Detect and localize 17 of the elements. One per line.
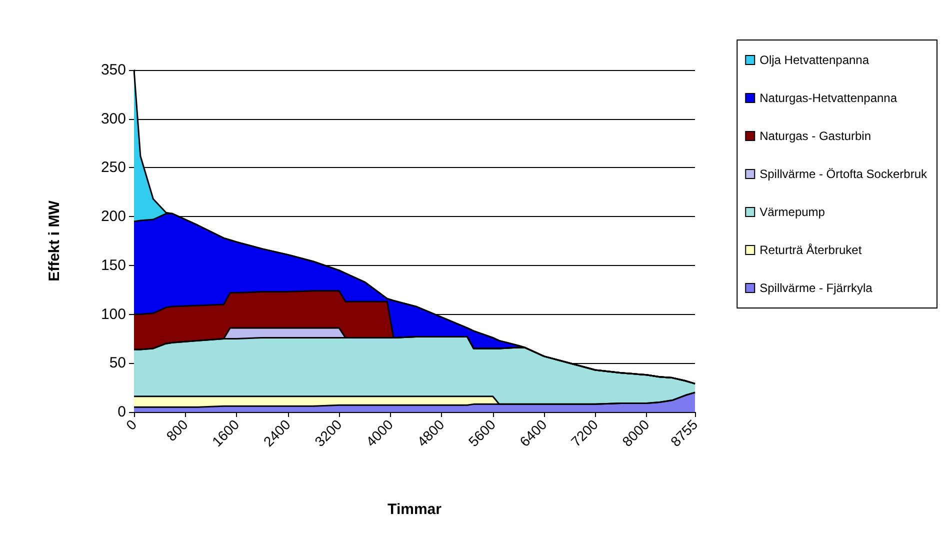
legend-label: Naturgas - Gasturbin [760,129,872,143]
legend-label: Returträ Återbruket [760,243,862,257]
y-tick-label: 350 [100,62,126,78]
legend-label: Olja Hetvattenpanna [760,53,870,67]
x-axis-title: Timmar [388,501,442,518]
legend-label: Värmepump [760,205,826,219]
y-tick-label: 250 [100,159,126,176]
legend-label: Spillvärme - Fjärrkyla [760,281,873,295]
y-axis-title: Effekt i MW [46,200,63,282]
legend-label: Naturgas-Hetvattenpanna [760,91,898,105]
legend-label: Spillvärme - Örtofta Sockerbruk [760,167,928,181]
y-tick-label: 150 [100,256,126,274]
y-tick-label: 100 [100,306,126,323]
y-tick-label: 300 [100,110,126,128]
y-tick-label: 50 [109,354,126,372]
y-tick-label: 200 [100,208,126,226]
x-tick-label: 800 [163,416,192,444]
